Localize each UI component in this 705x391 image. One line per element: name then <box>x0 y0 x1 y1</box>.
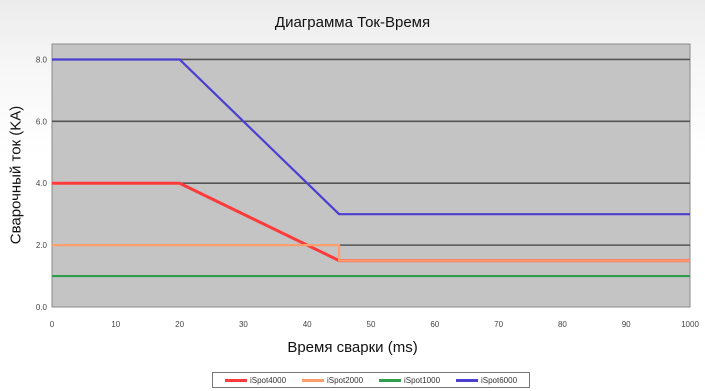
legend-swatch <box>224 378 247 382</box>
series-line-ispot2000 <box>52 244 690 262</box>
y-tick-label: 4.0 <box>36 179 48 188</box>
y-tick-label: 8.0 <box>36 55 48 64</box>
legend-label: iSpot1000 <box>403 375 441 385</box>
tick-labels: 0.0 2.0 4.0 6.0 8.0 0 10 20 30 40 50 60 70 80 90 1000 <box>36 55 700 329</box>
legend-swatch <box>378 378 401 382</box>
x-tick-label: 90 <box>622 320 631 329</box>
legend-swatch <box>455 378 478 382</box>
legend-item-ispot2000: iSpot2000 <box>301 375 364 385</box>
legend-item-ispot6000: iSpot6000 <box>455 375 518 385</box>
x-tick-label: 40 <box>303 320 312 329</box>
y-tick-label: 2.0 <box>36 241 48 250</box>
y-tick-label: 0.0 <box>36 303 48 312</box>
y-tick-label: 6.0 <box>36 117 48 126</box>
x-tick-label: 1000 <box>681 320 699 329</box>
legend-label: iSpot6000 <box>480 375 518 385</box>
series-lines <box>52 58 690 278</box>
x-tick-label: 10 <box>111 320 120 329</box>
legend-item-ispot1000: iSpot1000 <box>378 375 441 385</box>
legend: iSpot4000 iSpot2000 iSpot1000 iSpot6000 <box>212 372 530 388</box>
x-tick-label: 70 <box>494 320 503 329</box>
chart-title: Диаграмма Ток-Время <box>274 14 431 31</box>
x-tick-label: 80 <box>558 320 567 329</box>
legend-label: iSpot4000 <box>249 375 287 385</box>
plot-background <box>51 43 691 308</box>
x-tick-label: 60 <box>430 320 439 329</box>
x-axis-label: Время сварки (ms) <box>287 339 418 356</box>
legend-swatch <box>301 378 324 382</box>
legend-item-ispot4000: iSpot4000 <box>224 375 287 385</box>
legend-label: iSpot2000 <box>326 375 364 385</box>
series-line-ispot6000 <box>52 58 690 216</box>
x-tick-label: 0 <box>50 320 55 329</box>
x-tick-label: 50 <box>367 320 376 329</box>
x-tick-label: 20 <box>175 320 184 329</box>
x-tick-label: 30 <box>239 320 248 329</box>
